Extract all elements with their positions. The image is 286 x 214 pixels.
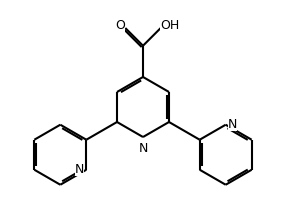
Text: N: N bbox=[138, 143, 148, 155]
Text: N: N bbox=[228, 118, 237, 131]
Text: O: O bbox=[115, 19, 125, 33]
Text: OH: OH bbox=[160, 19, 180, 33]
Text: N: N bbox=[75, 163, 84, 176]
